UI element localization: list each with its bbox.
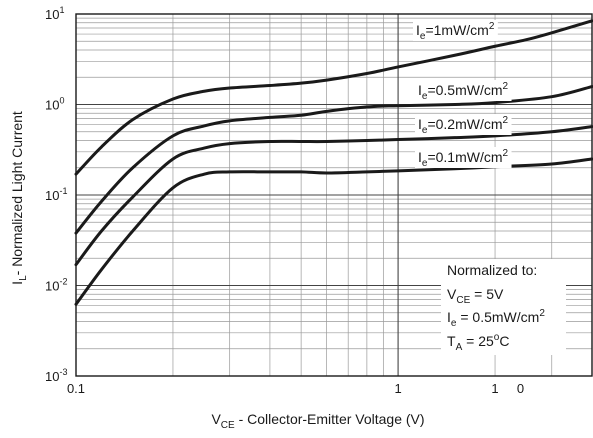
note-line-ie: Ie = 0.5mW/cm2 <box>447 308 545 329</box>
note-background <box>441 259 566 355</box>
note-line-ta: TA = 25oC <box>447 332 509 353</box>
y-tick-label: 10-1 <box>45 186 67 203</box>
curve-label-2: Ie=0.2mW/cm2 <box>418 115 509 136</box>
normalization-note: Normalized to: VCE = 5V Ie = 0.5mW/cm2 T… <box>441 259 566 355</box>
x-axis-title: VCE - Collector-Emitter Voltage (V) <box>211 411 424 431</box>
curve-label-background <box>415 114 512 135</box>
curve-label-background <box>413 20 498 41</box>
note-title: Normalized to: <box>447 262 537 278</box>
series-line-1 <box>74 85 593 235</box>
x-tick-label: 1 <box>491 381 498 396</box>
curve-label-3: Ie=0.1mW/cm2 <box>418 148 509 169</box>
y-axis-tick-labels: 101 100 10-1 10-2 10-3 <box>45 5 67 384</box>
plot-frame <box>75 13 593 377</box>
x-tick-label: 1 <box>394 381 401 396</box>
curve-label-background <box>415 147 512 168</box>
y-tick-label: 10-3 <box>45 367 67 384</box>
y-tick-label: 101 <box>45 5 64 22</box>
curve-labels: Ie=1mW/cm2 Ie=0.5mW/cm2 Ie=0.2mW/cm2 Ie=0.1… <box>413 20 512 169</box>
x-tick-label: 0 <box>517 381 524 396</box>
y-axis-title: IL- Normalized Light Current <box>9 111 29 285</box>
y-tick-label: 100 <box>45 96 64 113</box>
x-axis-tick-labels: 0.1 1 1 0 <box>67 381 524 396</box>
curve-label-1: Ie=0.5mW/cm2 <box>418 81 509 102</box>
x-tick-label: 0.1 <box>67 381 85 396</box>
curve-label-background <box>415 80 512 101</box>
note-line-vce: VCE = 5V <box>447 286 504 306</box>
series-line-0 <box>74 19 593 176</box>
y-tick-label: 10-2 <box>45 277 67 294</box>
series-line-2 <box>74 125 593 267</box>
curve-label-0: Ie=1mW/cm2 <box>416 21 495 42</box>
